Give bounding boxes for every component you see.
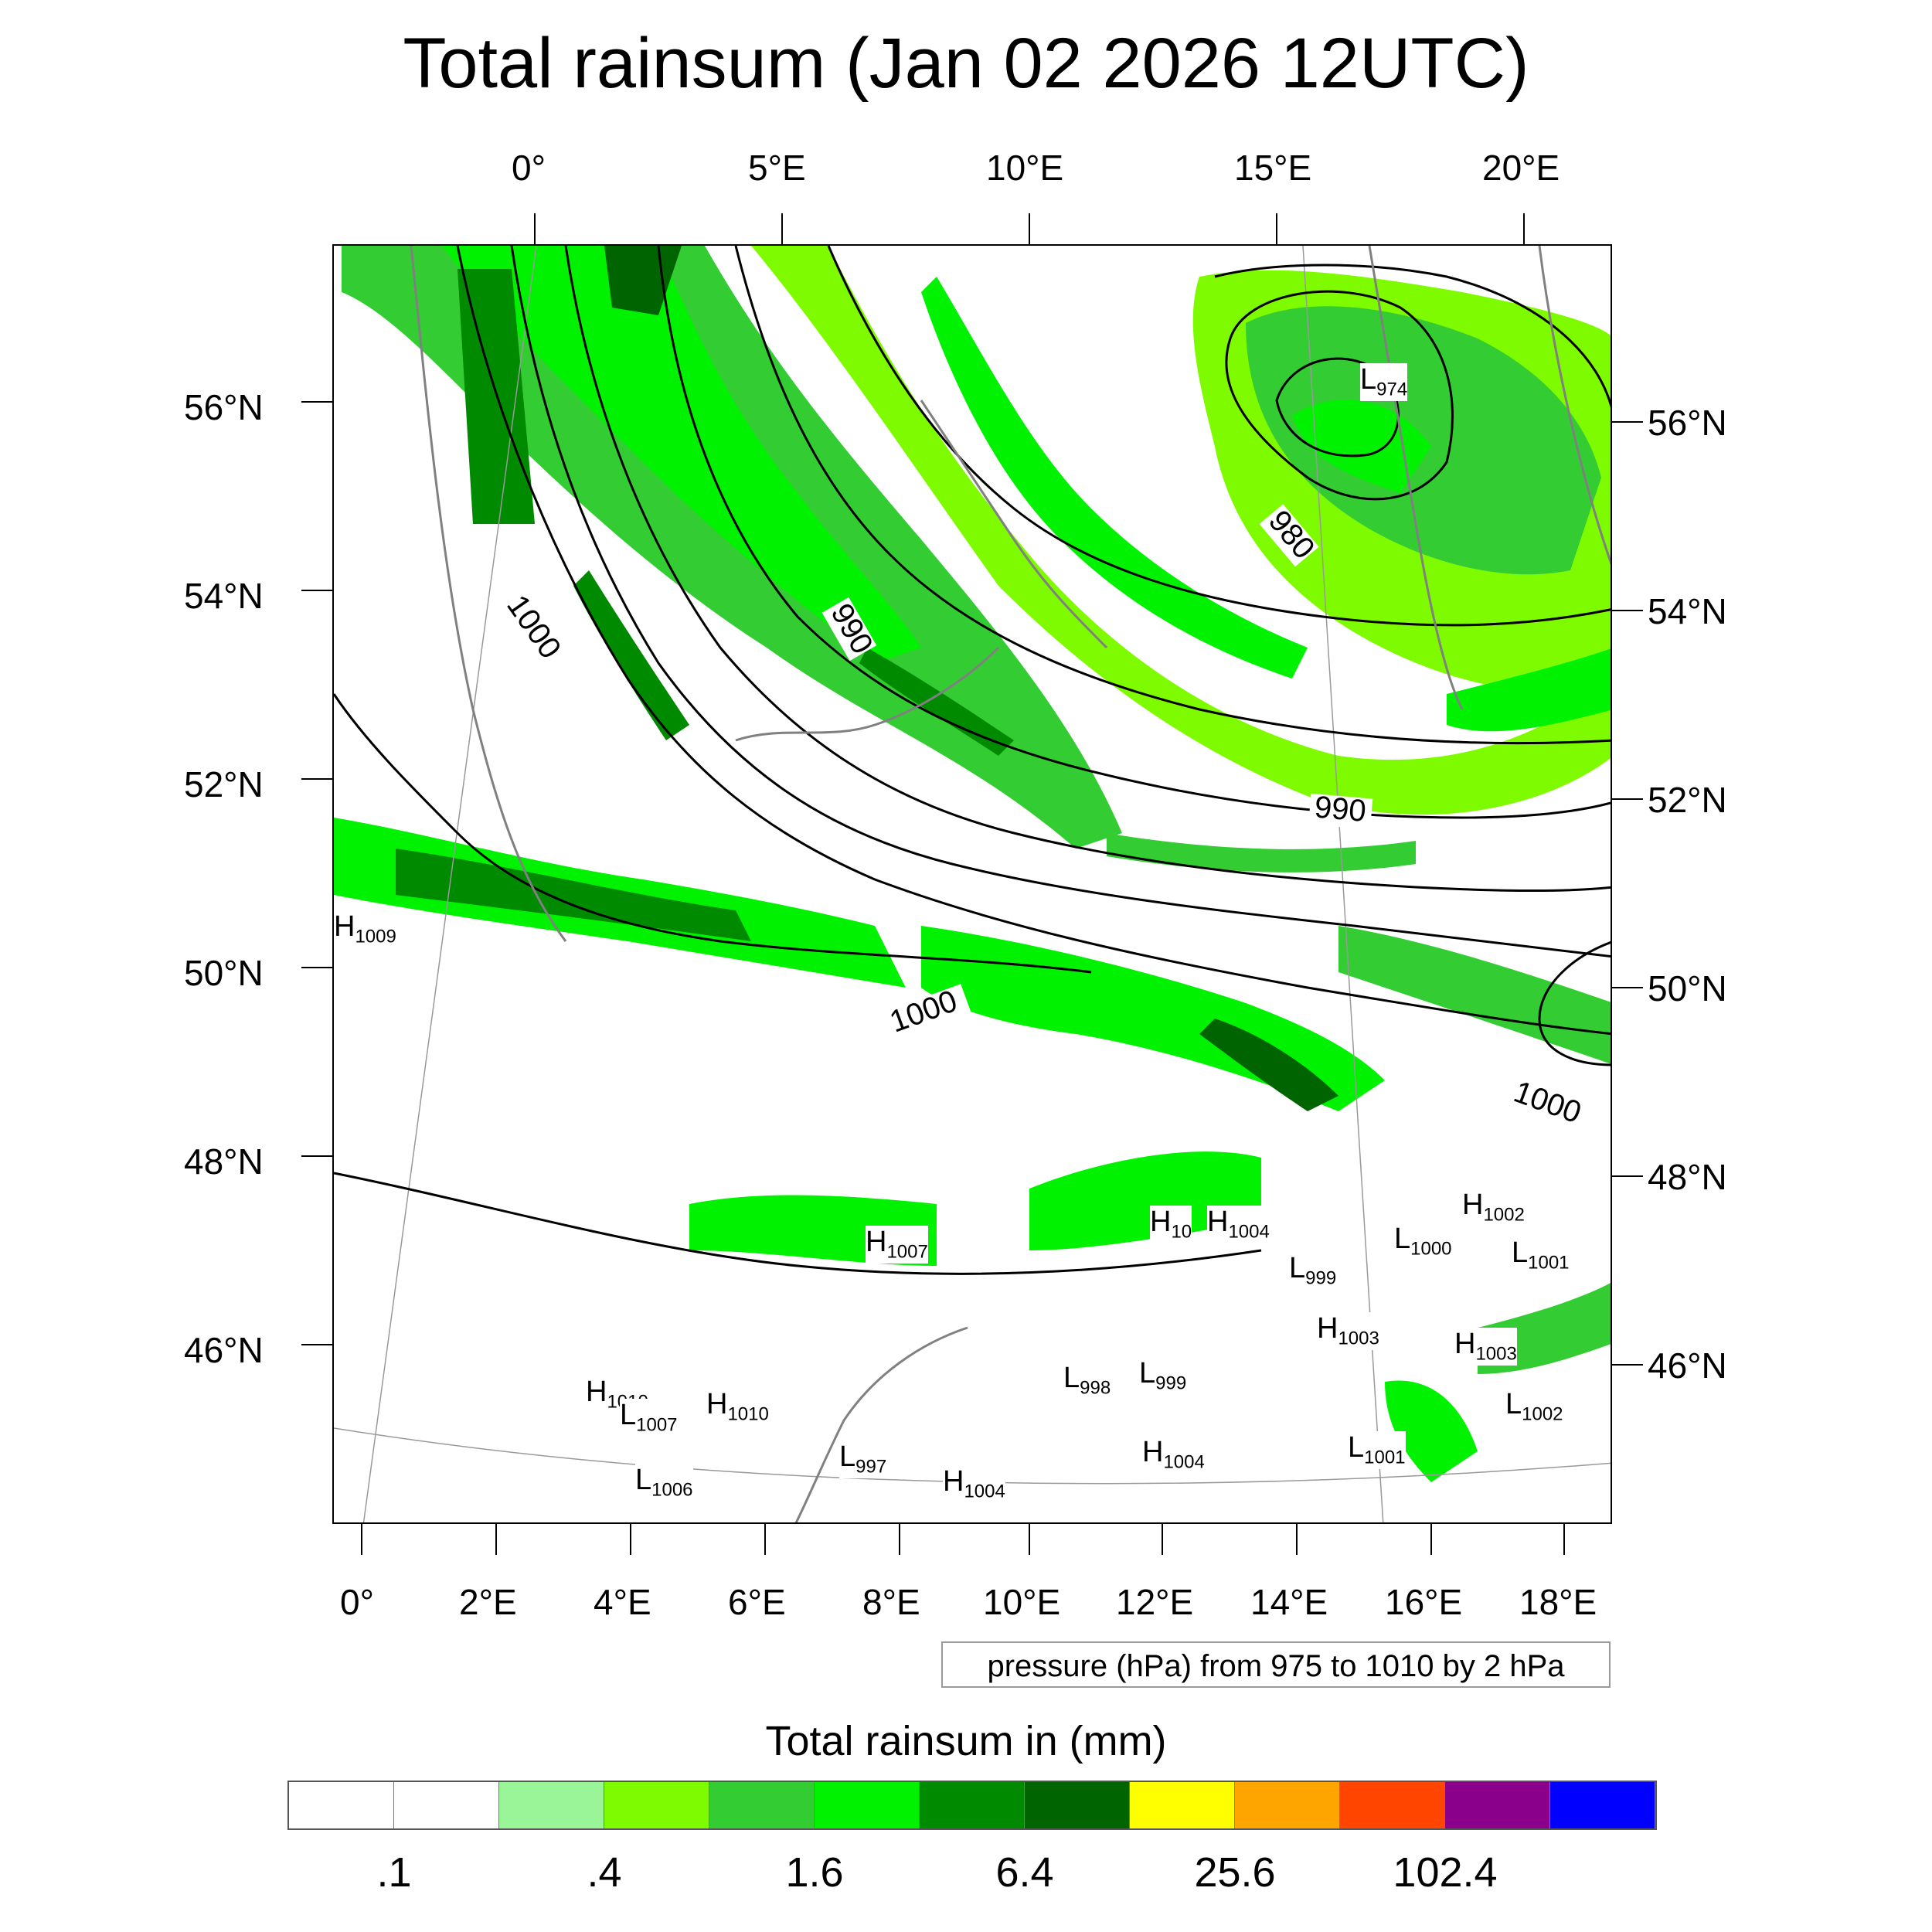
bottom-lon-label: 10°E xyxy=(983,1582,1061,1622)
pressure-center-low: L998 xyxy=(1063,1362,1111,1400)
colorbar-label: 25.6 xyxy=(1194,1849,1276,1896)
isobar-label-1000: 1000 xyxy=(886,984,962,1039)
bottom-lon-label: 2°E xyxy=(459,1582,517,1622)
bottom-lon-label: 16°E xyxy=(1385,1582,1463,1622)
top-lon-label: 0° xyxy=(512,148,546,188)
isobars xyxy=(334,246,1611,1275)
left-lat-label: 54°N xyxy=(184,576,264,616)
top-lon-label: 20°E xyxy=(1482,148,1560,188)
isobar-label-990: 990 xyxy=(1313,790,1367,828)
bottom-lon-label: 12°E xyxy=(1116,1582,1194,1622)
colorbar-swatch xyxy=(1550,1782,1655,1828)
bottom-lon-label: 4°E xyxy=(594,1582,651,1622)
pressure-center-high: H10 xyxy=(1150,1206,1192,1243)
pressure-center-high: H1009 xyxy=(334,910,396,948)
right-lat-label: 50°N xyxy=(1648,968,1727,1009)
colorbar-swatch xyxy=(1235,1782,1340,1828)
colorbar-swatch xyxy=(1340,1782,1445,1828)
pressure-center-low: L1006 xyxy=(635,1464,693,1502)
pressure-center-low: L1000 xyxy=(1394,1223,1452,1260)
pressure-center-high: H1003 xyxy=(1454,1328,1517,1366)
colorbar xyxy=(287,1781,1657,1830)
colorbar-label: 1.6 xyxy=(785,1849,844,1896)
coastlines xyxy=(410,246,1611,1522)
chart-title: Total rainsum (Jan 02 2026 12UTC) xyxy=(403,24,1529,103)
colorbar-swatch xyxy=(1130,1782,1235,1828)
top-lon-label: 15°E xyxy=(1234,148,1312,188)
colorbar-label: .1 xyxy=(376,1849,412,1896)
colorbar-swatch xyxy=(604,1782,709,1828)
rain-band-arc xyxy=(751,246,1611,872)
pressure-center-high: H1004 xyxy=(1142,1436,1205,1474)
pressure-center-high: H1004 xyxy=(943,1465,1005,1503)
colorbar-label: 6.4 xyxy=(995,1849,1054,1896)
isobar-label-1000: 1000 xyxy=(1509,1075,1586,1131)
colorbar-swatch xyxy=(499,1782,604,1828)
bottom-lon-label: 8°E xyxy=(862,1582,920,1622)
right-lat-label: 46°N xyxy=(1648,1345,1727,1386)
pressure-center-low: L974 xyxy=(1360,363,1408,401)
pressure-center-low: L1007 xyxy=(620,1399,678,1437)
right-lat-label: 56°N xyxy=(1648,403,1727,443)
colorbar-swatch xyxy=(1025,1782,1130,1828)
rainfall-map: 1000 990 980 990 1000 1000 xyxy=(334,246,1611,1522)
top-lon-label: 5°E xyxy=(748,148,806,188)
rain-band-northwest xyxy=(342,246,1122,849)
colorbar-label: .4 xyxy=(587,1849,622,1896)
bottom-lon-label: 0° xyxy=(340,1582,374,1622)
map-panel: 1000 990 980 990 1000 1000 L974 H1009 H1… xyxy=(332,244,1612,1524)
pressure-center-low: L1001 xyxy=(1512,1236,1570,1274)
colorbar-swatch xyxy=(815,1782,920,1828)
rain-band-central xyxy=(334,818,1611,1111)
top-lon-label: 10°E xyxy=(986,148,1064,188)
pressure-center-low: L999 xyxy=(1139,1357,1187,1395)
pressure-center-high: H1007 xyxy=(866,1226,928,1264)
pressure-center-high: H1003 xyxy=(1317,1312,1379,1350)
colorbar-swatch xyxy=(394,1782,499,1828)
pressure-center-low: L999 xyxy=(1289,1252,1337,1290)
colorbar-swatch xyxy=(709,1782,815,1828)
colorbar-swatch xyxy=(1445,1782,1550,1828)
left-lat-label: 52°N xyxy=(184,764,264,804)
colorbar-swatch xyxy=(289,1782,394,1828)
pressure-center-high: H1004 xyxy=(1207,1206,1270,1243)
colorbar-swatch xyxy=(920,1782,1025,1828)
left-lat-label: 50°N xyxy=(184,953,264,993)
bottom-lon-label: 6°E xyxy=(728,1582,786,1622)
pressure-center-high: H1010 xyxy=(706,1388,769,1426)
pressure-center-high: H1002 xyxy=(1462,1189,1525,1226)
pressure-center-low: L1002 xyxy=(1505,1388,1563,1426)
pressure-center-low: L1001 xyxy=(1348,1431,1406,1469)
pressure-center-low: L997 xyxy=(839,1440,887,1478)
left-lat-label: 56°N xyxy=(184,387,264,427)
bottom-lon-label: 18°E xyxy=(1519,1582,1597,1622)
right-lat-label: 52°N xyxy=(1648,780,1727,820)
left-lat-label: 46°N xyxy=(184,1330,264,1370)
bottom-lon-label: 14°E xyxy=(1250,1582,1328,1622)
contour-info-box: pressure (hPa) from 975 to 1010 by 2 hPa xyxy=(941,1641,1611,1688)
colorbar-label: 102.4 xyxy=(1393,1849,1498,1896)
legend-title: Total rainsum in (mm) xyxy=(765,1718,1167,1764)
rain-low-centre xyxy=(1192,270,1611,732)
right-lat-label: 48°N xyxy=(1648,1157,1727,1197)
left-lat-label: 48°N xyxy=(184,1141,264,1182)
right-lat-label: 54°N xyxy=(1648,591,1727,631)
